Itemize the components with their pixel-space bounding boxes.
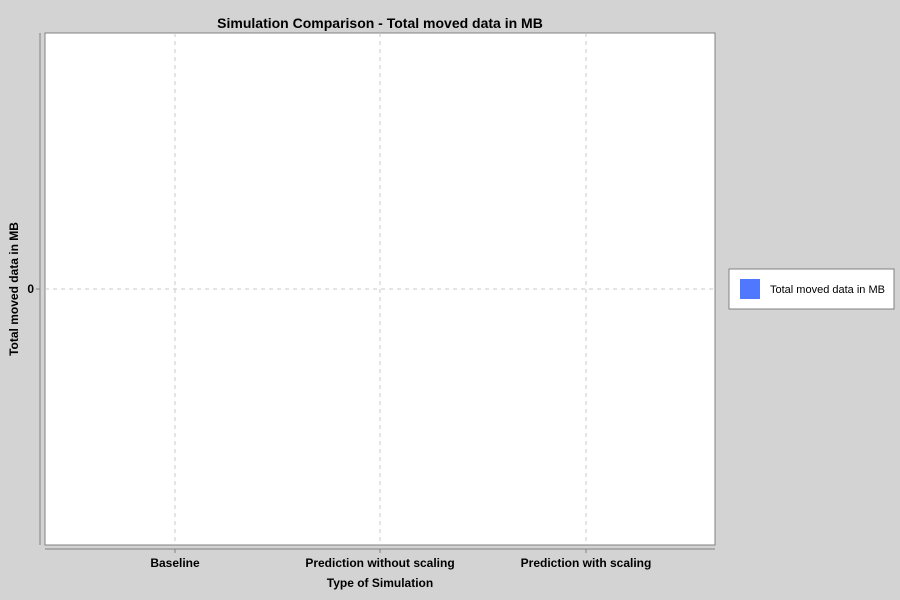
y-axis-ticks: 0 (27, 282, 40, 296)
x-tick-label: Baseline (150, 556, 200, 570)
x-tick-label: Prediction without scaling (305, 556, 454, 570)
legend: Total moved data in MB (728, 268, 895, 310)
x-tick-label: Prediction with scaling (521, 556, 652, 570)
x-axis-ticks: Baseline Prediction without scaling Predic… (150, 549, 651, 570)
legend-label: Total moved data in MB (770, 284, 885, 296)
grid-lines (45, 33, 715, 545)
x-axis-label: Type of Simulation (327, 576, 433, 590)
y-axis-label: Total moved data in MB (7, 222, 21, 356)
chart-title: Simulation Comparison - Total moved data… (217, 15, 543, 31)
y-tick-label: 0 (27, 282, 34, 296)
legend-swatch (740, 279, 760, 299)
